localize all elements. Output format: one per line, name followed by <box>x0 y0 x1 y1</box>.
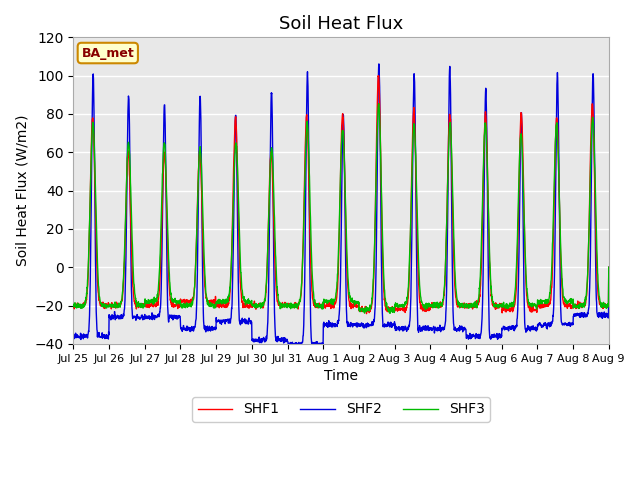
SHF1 <box>219 301 227 307</box>
SHF2 <box>284 341 292 347</box>
SHF3 <box>386 311 394 316</box>
Legend: SHF1, SHF2, SHF3: SHF1, SHF2, SHF3 <box>192 397 490 422</box>
Y-axis label: Soil Heat Flux (W/m2): Soil Heat Flux (W/m2) <box>15 115 29 266</box>
SHF1 <box>497 301 505 307</box>
SHF2 <box>356 322 364 327</box>
SHF3 <box>356 307 364 313</box>
SHF1 <box>369 300 376 305</box>
Line: SHF2: SHF2 <box>74 64 609 344</box>
SHF2 <box>497 331 505 337</box>
SHF3 <box>70 304 77 310</box>
Line: SHF3: SHF3 <box>74 104 609 313</box>
SHF1 <box>375 73 383 79</box>
SHF2 <box>219 320 227 325</box>
SHF2 <box>558 320 566 326</box>
X-axis label: Time: Time <box>324 369 358 383</box>
Title: Soil Heat Flux: Soil Heat Flux <box>279 15 403 33</box>
SHF2 <box>70 336 77 342</box>
SHF1 <box>363 311 371 317</box>
SHF3 <box>219 300 227 306</box>
SHF3 <box>368 295 376 301</box>
SHF3 <box>573 303 580 309</box>
SHF2 <box>369 319 376 324</box>
SHF1 <box>70 304 77 310</box>
SHF1 <box>605 264 612 270</box>
SHF1 <box>573 303 580 309</box>
Text: BA_met: BA_met <box>81 47 134 60</box>
SHF3 <box>558 276 566 281</box>
Line: SHF1: SHF1 <box>74 76 609 314</box>
SHF2 <box>573 311 580 316</box>
SHF1 <box>356 307 364 312</box>
SHF2 <box>605 264 612 270</box>
SHF2 <box>375 61 383 67</box>
SHF3 <box>375 101 383 107</box>
SHF1 <box>558 282 566 288</box>
SHF3 <box>497 302 505 308</box>
SHF3 <box>605 264 612 270</box>
